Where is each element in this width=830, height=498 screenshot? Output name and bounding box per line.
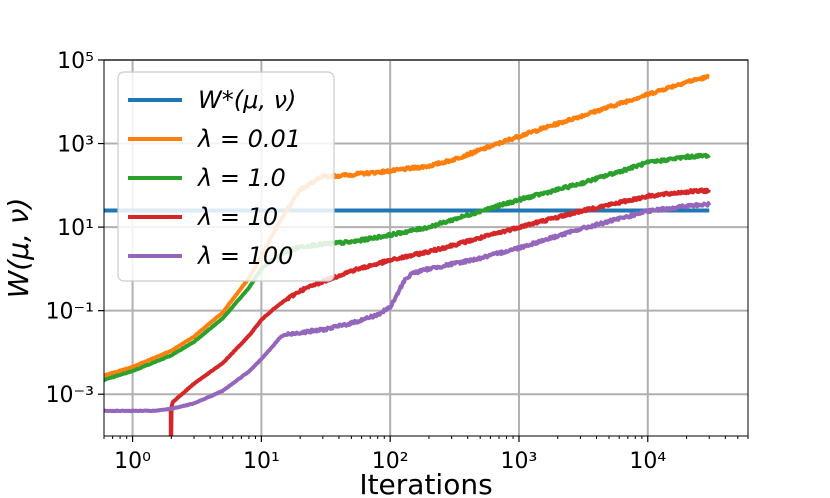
x-tick-label: 10² bbox=[372, 449, 409, 474]
series-line bbox=[104, 152, 711, 383]
x-tick-label: 10⁴ bbox=[629, 449, 666, 474]
y-tick-label: 10⁻³ bbox=[46, 383, 94, 408]
legend-box bbox=[117, 71, 335, 282]
y-tick-label: 10⁻¹ bbox=[46, 300, 94, 325]
legend-label: λ = 10 bbox=[196, 203, 278, 231]
series-line bbox=[168, 187, 711, 436]
y-tick-label: 10¹ bbox=[57, 216, 94, 241]
y-tick-label: 10³ bbox=[57, 133, 94, 158]
x-axis-label: Iterations bbox=[359, 468, 492, 498]
y-tick-label: 10⁵ bbox=[57, 49, 94, 74]
x-tick-label: 10¹ bbox=[243, 449, 280, 474]
legend-label: W*(μ, ν) bbox=[198, 86, 296, 114]
legend-label: λ = 1.0 bbox=[196, 164, 286, 192]
series-line bbox=[104, 201, 712, 414]
x-tick-label: 10³ bbox=[501, 449, 538, 474]
legend-label: λ = 0.01 bbox=[196, 125, 301, 153]
x-tick-label: 10⁰ bbox=[114, 449, 151, 474]
ticks: 10⁰ 10¹ 10² 10³ 10⁴ 10⁻³ 10⁻¹ 10¹ 10³ 10⁵ bbox=[46, 49, 749, 474]
plot-frame bbox=[103, 59, 749, 437]
y-axis-label: W(μ, ν) bbox=[2, 198, 35, 299]
legend-label: λ = 100 bbox=[196, 242, 293, 270]
legend: W*(μ, ν) λ = 0.01 λ = 1.0 λ = 10 λ = 100 bbox=[117, 71, 335, 282]
series-line bbox=[104, 73, 711, 378]
